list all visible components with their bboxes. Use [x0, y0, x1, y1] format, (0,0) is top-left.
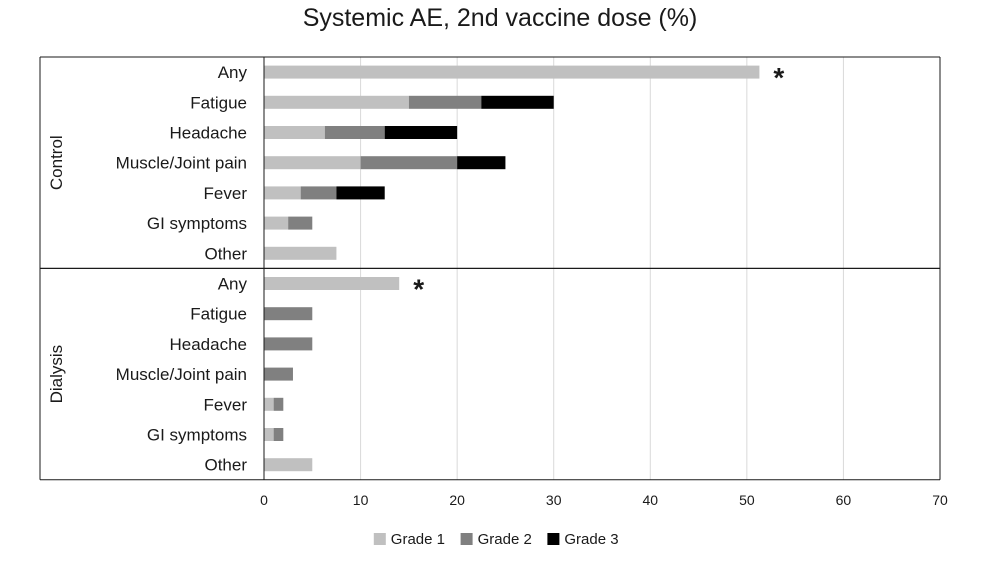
category-label-dialysis-muscle-joint-pain: Muscle/Joint pain: [116, 365, 247, 384]
x-tick-label-20: 20: [449, 492, 465, 508]
bar-dialysis-headache-grade-2: [264, 337, 313, 351]
category-label-control-headache: Headache: [169, 124, 247, 143]
bar-control-other-grade-1: [264, 246, 337, 260]
legend-label-grade-1: Grade 1: [391, 531, 445, 548]
category-label-control-gi-symptoms: GI symptoms: [147, 214, 247, 233]
category-label-control-other: Other: [204, 244, 247, 263]
x-tick-label-0: 0: [260, 492, 268, 508]
bar-control-headache-grade-1: [264, 126, 325, 139]
bar-dialysis-muscle-joint-pain-grade-2: [264, 367, 293, 381]
legend-swatch-grade-3: [547, 533, 560, 545]
legend: Grade 1 Grade 2 Grade 3: [373, 531, 619, 548]
x-axis-ticks: 0 10 20 30 40 50 60 70: [260, 492, 948, 508]
bar-dialysis-fatigue-grade-2: [264, 307, 313, 321]
bar-control-fever-grade-3: [336, 186, 385, 200]
bar-dialysis-gi-symptoms-grade-2: [273, 428, 284, 441]
category-label-dialysis-fatigue: Fatigue: [190, 305, 247, 324]
bar-control-muscle-joint-pain-grade-1: [264, 156, 361, 170]
bar-control-muscle-joint-pain-grade-2: [360, 156, 458, 170]
category-label-control-muscle-joint-pain: Muscle/Joint pain: [116, 154, 247, 173]
bar-dialysis-fever-grade-1: [264, 397, 274, 411]
group-label-dialysis: Dialysis: [47, 345, 66, 404]
x-tick-label-70: 70: [932, 492, 948, 508]
category-labels: Any * Fatigue Headache Muscle/Joint pain Feve…: [47, 62, 784, 475]
category-label-dialysis-headache: Headache: [169, 335, 247, 354]
legend-label-grade-2: Grade 2: [478, 531, 532, 548]
bar-control-gi-symptoms-grade-1: [264, 216, 289, 230]
chart-title: Systemic AE, 2nd vaccine dose (%): [303, 4, 698, 32]
plot-frame: [39, 56, 941, 481]
x-tick-label-50: 50: [739, 492, 755, 508]
x-tick-label-40: 40: [642, 492, 658, 508]
bar-control-gi-symptoms-grade-2: [288, 216, 313, 230]
bars: [264, 65, 760, 472]
bar-dialysis-other-grade-1: [264, 458, 313, 472]
bar-control-fatigue-grade-2: [408, 95, 482, 109]
bar-control-fever-grade-2: [300, 186, 337, 200]
category-label-dialysis-other: Other: [204, 456, 247, 475]
bar-control-fever-grade-1: [264, 186, 301, 200]
significance-marker-control: *: [773, 62, 784, 93]
category-label-control-any: Any: [218, 63, 248, 82]
significance-marker-dialysis: *: [413, 274, 424, 305]
bar-dialysis-fever-grade-2: [273, 397, 284, 411]
bar-control-any-grade-1: [264, 65, 760, 79]
bar-control-fatigue-grade-3: [481, 95, 554, 109]
x-tick-label-30: 30: [546, 492, 562, 508]
category-label-dialysis-fever: Fever: [204, 395, 248, 414]
legend-swatch-grade-1: [373, 533, 386, 545]
category-label-control-fatigue: Fatigue: [190, 93, 247, 112]
bar-control-headache-grade-3: [384, 126, 458, 139]
bar-control-muscle-joint-pain-grade-3: [457, 156, 506, 170]
legend-swatch-grade-2: [460, 533, 473, 545]
category-label-control-fever: Fever: [204, 184, 248, 203]
bar-dialysis-any-grade-1: [264, 277, 400, 290]
legend-label-grade-3: Grade 3: [564, 531, 618, 548]
group-label-control: Control: [47, 135, 66, 190]
category-label-dialysis-any: Any: [218, 275, 248, 294]
bar-dialysis-gi-symptoms-grade-1: [264, 428, 274, 441]
category-label-dialysis-gi-symptoms: GI symptoms: [147, 426, 247, 445]
bar-control-fatigue-grade-1: [264, 95, 409, 109]
bar-control-headache-grade-2: [324, 126, 385, 139]
x-tick-label-10: 10: [353, 492, 369, 508]
x-tick-label-60: 60: [836, 492, 852, 508]
